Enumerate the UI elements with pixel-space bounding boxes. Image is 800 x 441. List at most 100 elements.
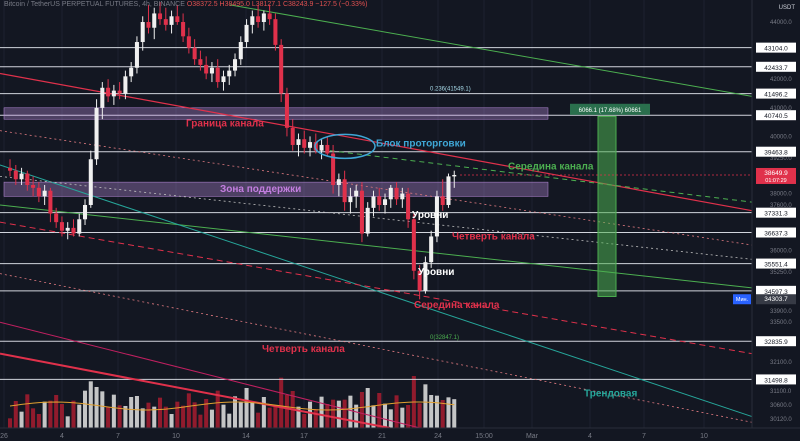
volume-bar bbox=[446, 397, 451, 428]
annotation-consolidation-block: Блок проторговки bbox=[376, 138, 466, 149]
candle-body bbox=[88, 159, 93, 205]
candle-body bbox=[152, 13, 157, 28]
price-axis-tick: 35250.0 bbox=[770, 270, 792, 276]
price-axis-tick: 39250.0 bbox=[770, 156, 792, 162]
volume-bar bbox=[342, 399, 347, 428]
volume-bar bbox=[158, 397, 163, 428]
time-axis-tick: 7 bbox=[642, 433, 646, 440]
time-axis-tick: 17 bbox=[300, 433, 308, 440]
level-label-bg bbox=[756, 110, 796, 121]
annotation-channel-border: Граница канала bbox=[186, 118, 264, 129]
candle-body bbox=[261, 13, 266, 23]
support-zone bbox=[3, 181, 549, 197]
level-label: 31498.8 bbox=[764, 377, 788, 384]
candle-body bbox=[146, 22, 151, 28]
candle-body bbox=[25, 173, 30, 185]
volume-bar bbox=[434, 395, 439, 428]
volume-bar bbox=[129, 397, 134, 428]
magenta-line bbox=[0, 321, 421, 429]
candle-body bbox=[198, 59, 203, 65]
green-lower-line bbox=[0, 204, 753, 289]
volume-bar bbox=[440, 400, 445, 428]
price-axis-tick: 30600.0 bbox=[770, 403, 792, 409]
time-axis-tick: 4 bbox=[60, 433, 64, 440]
candle-body bbox=[434, 196, 439, 237]
price-axis-tick: 38000.0 bbox=[770, 192, 792, 198]
min-marker-badge bbox=[733, 294, 751, 305]
time-axis-tick: 21 bbox=[378, 433, 386, 440]
candle-body bbox=[42, 190, 47, 197]
level-label-bg bbox=[756, 61, 796, 72]
time-axis-tick: 4 bbox=[588, 433, 592, 440]
candle-body bbox=[244, 24, 249, 43]
candle-body bbox=[192, 47, 197, 60]
volume-bar bbox=[123, 406, 128, 428]
volume-bar bbox=[244, 388, 249, 428]
current-price-badge bbox=[756, 167, 796, 184]
candle-body bbox=[284, 93, 289, 128]
volume-bar bbox=[106, 407, 111, 428]
candle-body bbox=[186, 36, 191, 48]
channel-middle-red-dashed-line bbox=[0, 221, 753, 355]
price-axis-tick: 30120.0 bbox=[770, 417, 792, 423]
volume-bar bbox=[279, 377, 284, 428]
candle-body bbox=[134, 42, 139, 68]
volume-bar bbox=[388, 409, 393, 428]
dotted-channel-line bbox=[0, 176, 753, 260]
candle-body bbox=[256, 16, 261, 23]
volume-moving-average bbox=[9, 401, 455, 411]
candle-body bbox=[129, 67, 134, 77]
candle-body bbox=[371, 196, 376, 208]
candle-body bbox=[204, 64, 209, 74]
candle-body bbox=[71, 227, 76, 234]
level-label-bg bbox=[756, 207, 796, 218]
level-label-bg bbox=[756, 88, 796, 99]
measure-label-bg bbox=[570, 103, 650, 115]
countdown-label: 01:07:29 bbox=[765, 178, 786, 184]
min-value-bg bbox=[756, 294, 796, 305]
time-axis-tick: 24 bbox=[434, 433, 442, 440]
volume-bar bbox=[111, 394, 116, 428]
volume-bar bbox=[163, 406, 168, 428]
candle-body bbox=[117, 90, 122, 94]
candle-body bbox=[111, 90, 116, 97]
level-label-bg bbox=[756, 336, 796, 347]
chart-header: Bitcoin / TetherUS PERPETUAL FUTURES, 4h… bbox=[4, 1, 367, 8]
level-label: 34597.3 bbox=[764, 289, 788, 296]
candle-body bbox=[215, 67, 220, 83]
candle-body bbox=[233, 59, 238, 71]
candle-body bbox=[313, 142, 318, 151]
annotation-quarter-channel-upper: Четверть канала bbox=[452, 231, 535, 242]
volume-bar bbox=[319, 396, 324, 428]
level-label: 42433.7 bbox=[764, 65, 788, 72]
candle-body bbox=[365, 207, 370, 234]
level-label-bg bbox=[756, 146, 796, 157]
volume-bar bbox=[261, 397, 266, 428]
volume-bar bbox=[36, 414, 41, 428]
price-range-measure bbox=[597, 115, 617, 297]
volume-bar bbox=[359, 392, 364, 428]
price-axis-tick: 36000.0 bbox=[770, 249, 792, 255]
candle-body bbox=[209, 67, 214, 74]
volume-bar bbox=[452, 399, 457, 428]
volume-bar bbox=[134, 396, 139, 428]
candle-body bbox=[308, 142, 313, 148]
candle-body bbox=[65, 227, 70, 231]
candle-body bbox=[54, 213, 59, 223]
volume-bar bbox=[100, 391, 105, 428]
level-label: 41496.2 bbox=[764, 92, 788, 99]
time-axis-tick: 10 bbox=[172, 433, 180, 440]
candle-body bbox=[359, 190, 364, 234]
volume-bar bbox=[400, 407, 405, 428]
volume-bar bbox=[313, 409, 318, 428]
volume-bar bbox=[152, 406, 157, 428]
volume-bar bbox=[365, 388, 370, 428]
volume-bar bbox=[117, 405, 122, 428]
level-label: 32835.9 bbox=[764, 339, 788, 346]
candle-body bbox=[319, 144, 324, 151]
ohlc-readout: O38372.5 H38495.0 L38127.1 C38243.9 −127… bbox=[186, 1, 368, 8]
candle-body bbox=[336, 179, 341, 185]
candle-body bbox=[36, 187, 41, 197]
